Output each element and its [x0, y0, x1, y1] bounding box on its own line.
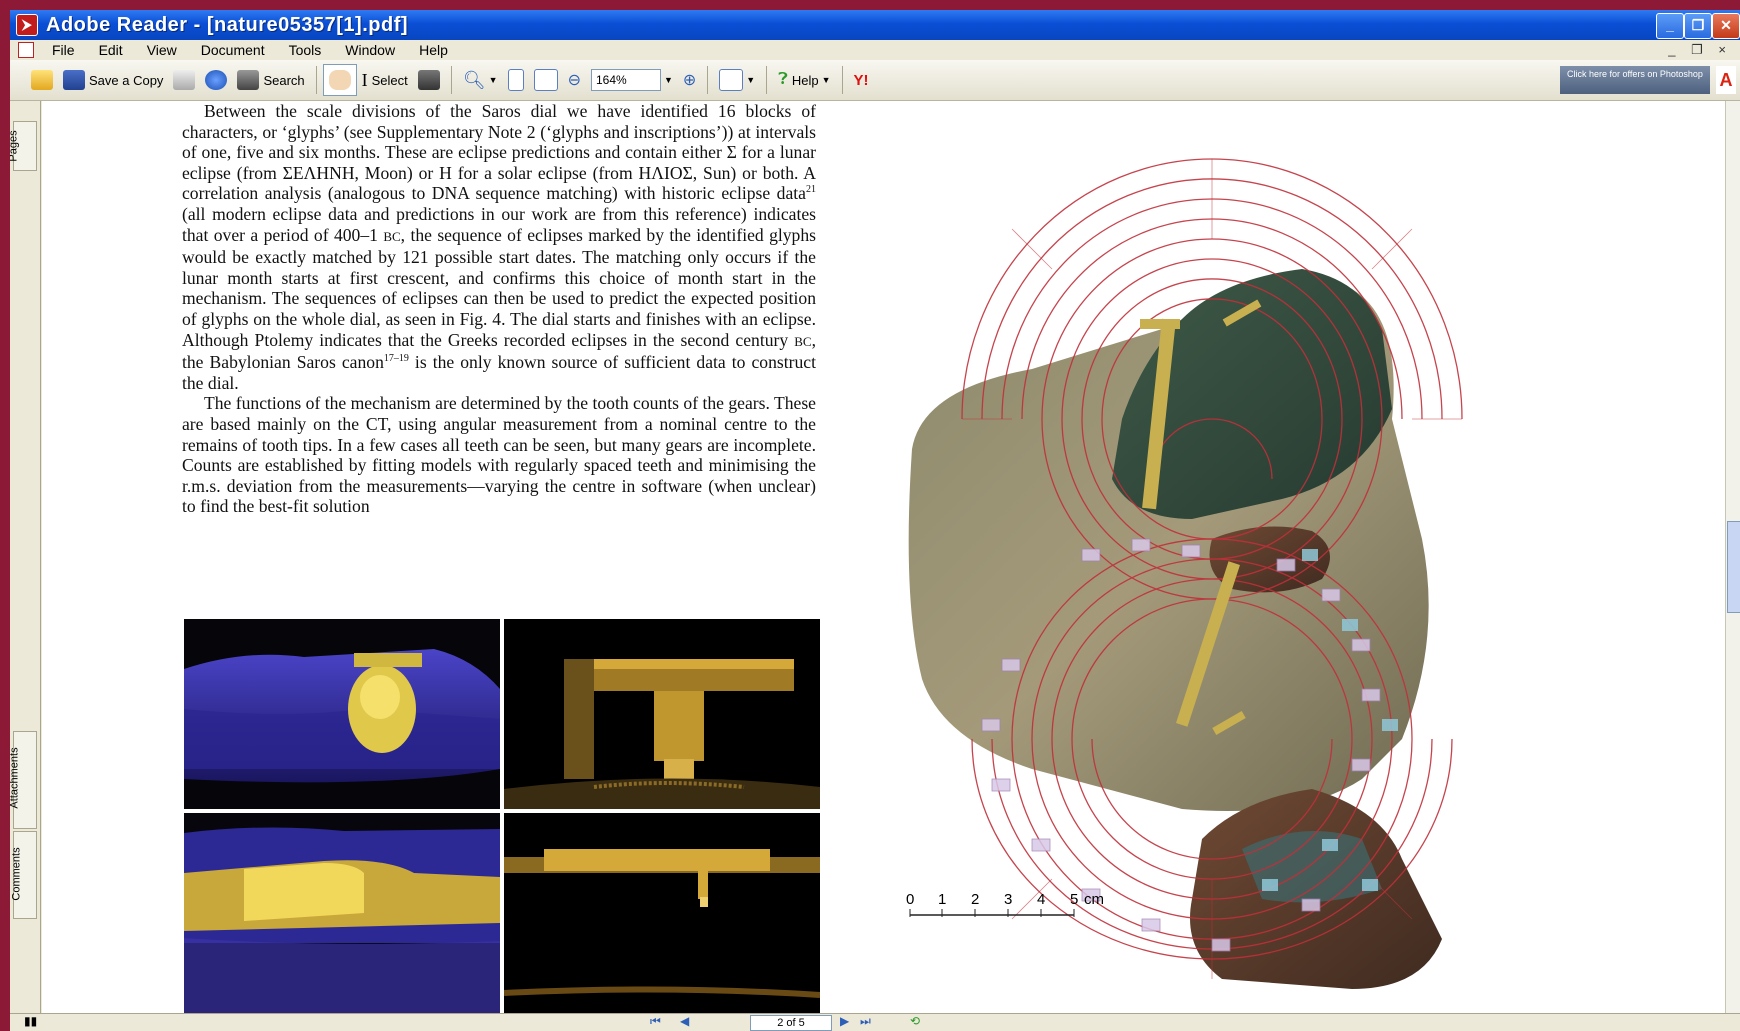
zoom-out-button[interactable]: ⊖ — [563, 65, 586, 95]
zoom-input[interactable]: 164% — [590, 69, 661, 91]
title-bar: ⮞ Adobe Reader - [nature05357[1].pdf] _ … — [10, 10, 1740, 40]
first-page-button[interactable]: ⏮ — [650, 1014, 661, 1028]
folder-icon — [31, 70, 53, 90]
adobe-reader-icon: ⮞ — [16, 14, 38, 36]
gear-render-image-2 — [504, 813, 820, 1013]
chevron-down-icon: ▼ — [488, 75, 498, 85]
menu-window[interactable]: Window — [345, 42, 396, 58]
email-icon — [205, 70, 228, 90]
scale-tick-1: 1 — [938, 891, 947, 908]
select-label: Select — [371, 72, 408, 88]
ct-scan-image-2 — [184, 813, 500, 1013]
toolbar-separator — [315, 66, 317, 94]
menu-bar: File Edit View Document Tools Window Hel… — [10, 40, 1740, 60]
attachments-tab[interactable]: Attachments — [10, 731, 37, 829]
scale-tick-2: 2 — [971, 891, 980, 908]
minus-circle-icon: ⊖ — [567, 72, 581, 89]
navigation-panel: Pages Attachments Comments — [10, 101, 41, 1013]
menu-view[interactable]: View — [146, 42, 177, 58]
next-page-button[interactable]: ▶ — [840, 1014, 850, 1028]
fit-width-button[interactable] — [529, 65, 563, 95]
help-label: Help — [791, 72, 819, 88]
select-tool-button[interactable]: I Select — [357, 65, 413, 95]
help-icon: ❓︎ — [778, 71, 788, 88]
vertical-scrollbar[interactable] — [1725, 101, 1740, 1013]
save-copy-label: Save a Copy — [89, 72, 164, 88]
document-icon — [18, 42, 34, 58]
binoculars-icon — [237, 70, 260, 90]
toolbar-separator — [707, 66, 709, 94]
page-layout-icon[interactable]: ▮▮ — [24, 1014, 38, 1028]
scale-tick-5: 5 — [1070, 891, 1079, 908]
yahoo-button[interactable]: Y! — [849, 65, 874, 95]
adobe-logo: A — [1716, 66, 1736, 94]
ct-scan-image-1 — [184, 619, 500, 809]
paragraph-gears: The functions of the mechanism are deter… — [182, 393, 816, 517]
zoom-in-plus-button[interactable]: ⊕ — [678, 65, 701, 95]
hand-tool-button[interactable] — [322, 64, 357, 96]
zoom-dropdown-icon[interactable]: ▼ — [663, 75, 673, 85]
scale-bar: 0 1 2 3 4 5 cm — [904, 891, 1124, 923]
menu-help[interactable]: Help — [419, 42, 448, 58]
scale-tick-4: 4 — [1037, 891, 1046, 908]
magnifier-icon: 🔍︎ — [462, 69, 486, 90]
last-page-button[interactable]: ⏭ — [860, 1014, 871, 1028]
previous-page-button[interactable]: ◀ — [680, 1014, 690, 1028]
zoom-control: 164% ▼ — [586, 65, 678, 95]
fit-page-button[interactable] — [503, 65, 529, 95]
toolbar-separator — [766, 66, 768, 94]
fit-page-icon — [507, 69, 524, 91]
menu-document[interactable]: Document — [200, 42, 265, 58]
save-copy-button[interactable]: Save a Copy — [58, 65, 168, 95]
article-text: Between the scale divisions of the Saros… — [182, 101, 816, 517]
print-button[interactable] — [168, 65, 200, 95]
minimize-button[interactable]: _ — [1656, 13, 1684, 39]
help-button[interactable]: ❓︎ Help ▼ — [773, 65, 835, 95]
floppy-disk-icon — [63, 70, 85, 90]
scale-tick-0: 0 — [906, 891, 915, 908]
printer-icon — [173, 70, 196, 90]
scale-unit: cm — [1084, 891, 1104, 908]
document-window-controls[interactable]: _ ❐ × — [1668, 42, 1732, 57]
search-label: Search — [263, 72, 305, 88]
menu-tools[interactable]: Tools — [288, 42, 322, 58]
comments-tab[interactable]: Comments — [11, 831, 37, 919]
menu-edit[interactable]: Edit — [98, 42, 123, 58]
scroll-thumb[interactable] — [1727, 521, 1740, 613]
fit-width-icon — [533, 69, 558, 91]
gear-render-image-1 — [504, 619, 820, 809]
saros-dial-figure — [882, 119, 1602, 999]
status-bar: ▮▮ ⏮ ◀ 2 of 5 ▶ ⏭ ⟲ — [10, 1013, 1740, 1031]
plus-circle-icon: ⊕ — [682, 72, 697, 89]
yahoo-logo: Y! — [853, 71, 869, 89]
pages-tab[interactable]: Pages — [10, 121, 37, 171]
camera-icon — [417, 70, 440, 90]
photoshop-ad-banner[interactable]: Click here for offers on Photoshop — [1560, 66, 1710, 94]
document-page: Between the scale divisions of the Saros… — [42, 101, 1732, 1013]
snapshot-button[interactable] — [413, 65, 445, 95]
open-button[interactable] — [26, 65, 58, 95]
rotate-view-button[interactable]: ▼ — [714, 65, 760, 95]
reader-window: ⮞ Adobe Reader - [nature05357[1].pdf] _ … — [10, 10, 1740, 1031]
paragraph-eclipse: Between the scale divisions of the Saros… — [182, 101, 816, 393]
close-button[interactable]: ✕ — [1712, 13, 1740, 39]
maximize-button[interactable]: ❐ — [1684, 13, 1712, 39]
rotate-icon — [719, 69, 744, 91]
zoom-in-button[interactable]: 🔍︎ ▼ — [458, 65, 503, 95]
search-button[interactable]: Search — [232, 65, 309, 95]
window-title: Adobe Reader - [nature05357[1].pdf] — [46, 13, 409, 36]
go-back-button[interactable]: ⟲ — [910, 1014, 921, 1028]
chevron-down-icon: ▼ — [821, 75, 831, 85]
toolbar-separator — [841, 66, 843, 94]
hand-icon — [328, 70, 351, 90]
toolbar: Save a Copy Search I Select 🔍︎ ▼ — [10, 60, 1740, 101]
toolbar-separator — [450, 66, 452, 94]
email-button[interactable] — [200, 65, 232, 95]
chevron-down-icon: ▼ — [746, 75, 756, 85]
page-counter[interactable]: 2 of 5 — [750, 1015, 832, 1031]
menu-file[interactable]: File — [52, 42, 75, 58]
scale-tick-3: 3 — [1004, 891, 1013, 908]
text-cursor-icon: I — [361, 69, 368, 90]
